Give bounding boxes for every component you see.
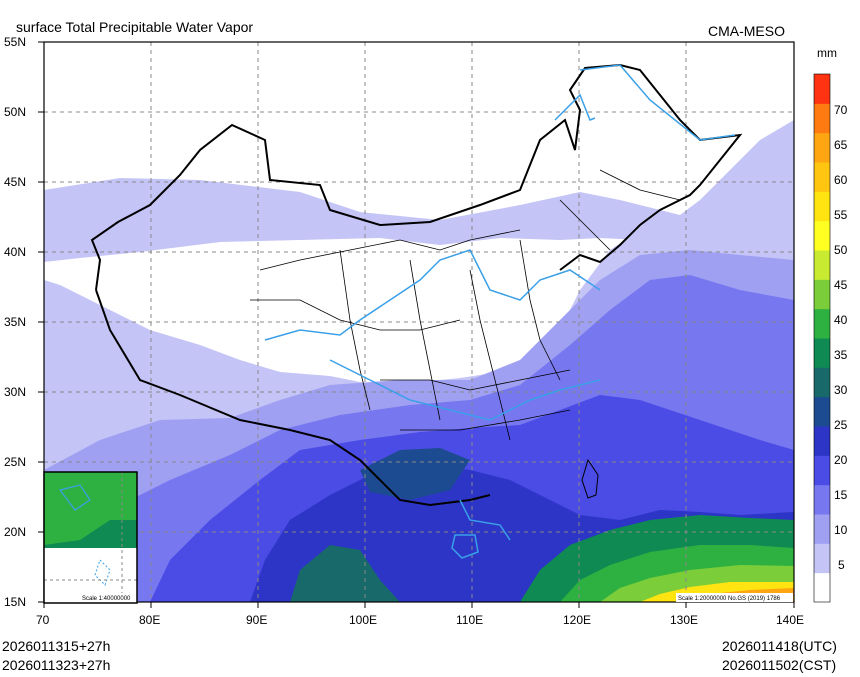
valid-time-utc: 2026011418(UTC) [722,638,837,654]
lat-label: 45N [4,175,27,189]
taiwan-outline [581,458,599,499]
field-under-5 [44,42,794,386]
colorbar-segment [814,338,830,368]
country-border-south [95,289,491,507]
colorbar-tick-label: 40 [834,313,848,327]
inset-map: Scale 1:40000000 [43,471,138,604]
colorbar-tick-label: 10 [834,523,848,537]
colorbar-tick-label: 70 [834,103,848,117]
lon-label: 110E [456,613,484,627]
lat-label: 30N [4,385,27,399]
lat-label: 25N [4,455,27,469]
field-35-40-west [290,545,400,602]
lon-label: 80E [139,613,161,627]
lon-label: 130E [670,613,699,627]
colorbar-tick-label: 15 [834,488,848,502]
map-fill-layer [44,42,794,602]
country-border-north [90,63,743,291]
rivers [264,64,736,541]
colorbar-segment [814,250,830,280]
lon-label: 140E [776,613,805,627]
colorbar-segment [814,484,830,515]
lon-label: 120E [563,613,592,627]
lat-label: 55N [4,35,27,49]
colorbar-segment [814,367,830,398]
colorbar-segment [814,455,830,486]
colorbar-tick-label: 50 [834,243,848,257]
colorbar-segment [814,191,830,222]
colorbar-segment [814,103,830,134]
map-title: surface Total Precipitable Water Vapor [16,19,254,35]
colorbar-tick-label: 20 [834,453,848,467]
colorbar-tick-label: 35 [834,348,848,362]
map-scale-note: Scale 1:20000000 No.GS (2019) 1786 [678,596,781,602]
lat-label: 40N [4,245,27,259]
colorbar-segment [814,572,830,603]
colorbar-tick-label: 60 [834,173,848,187]
init-time-utc: 2026011315+27h [2,638,111,654]
colorbar-tick-label: 55 [834,208,848,222]
colorbar-tick-label: 45 [834,278,848,292]
colorbar-unit: mm [817,46,837,60]
model-name: CMA-MESO [708,23,785,39]
lon-label: 90E [246,613,268,627]
colorbar-segment [814,162,830,192]
colorbar-tick-label: 5 [838,558,845,572]
lat-label: 15N [4,595,27,609]
colorbar-tick-label: 25 [834,418,848,432]
inset-scale-text: Scale 1:40000000 [82,596,131,602]
colorbar-segment [814,426,830,456]
lon-label: 70 [36,613,50,627]
lon-label: 100E [349,613,378,627]
hainan-outline [451,534,479,559]
province-boundaries [250,169,681,441]
gridlines [44,42,794,602]
colorbar-segment [814,279,830,310]
lat-label: 35N [4,315,27,329]
colorbar-tick-label: 30 [834,383,848,397]
colorbar-segment [814,132,830,163]
colorbar-segment [814,220,830,251]
field-5-10-north [44,178,720,262]
lat-label: 20N [4,525,27,539]
colorbar [813,73,831,603]
lat-label: 50N [4,105,27,119]
valid-time-cst: 2026011502(CST) [722,657,837,673]
scale-note-background [676,593,793,602]
colorbar-segment [814,308,830,339]
init-time-cst: 2026011323+27h [2,657,111,673]
colorbar-segment [814,514,830,544]
colorbar-segment [814,396,830,427]
colorbar-segment [814,74,830,104]
colorbar-tick-label: 65 [834,138,848,152]
colorbar-segment [814,543,830,574]
